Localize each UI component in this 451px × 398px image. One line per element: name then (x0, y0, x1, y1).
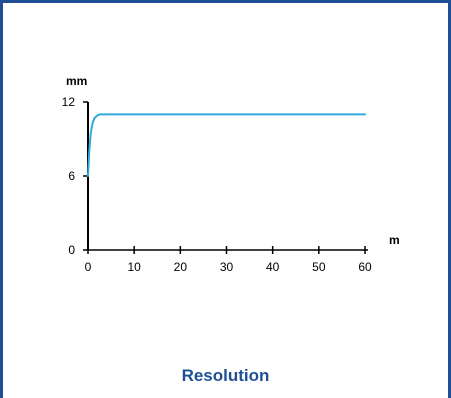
x-tick-label: 0 (85, 260, 92, 274)
x-axis-label: m (389, 233, 400, 247)
chart-caption: Resolution (181, 366, 270, 385)
x-tick-label: 50 (312, 260, 326, 274)
chart-series (87, 113, 366, 177)
y-axis-label: mm (66, 74, 87, 88)
x-tick-label: 10 (127, 260, 141, 274)
x-tick-label: 20 (174, 260, 188, 274)
x-tick-label: 60 (358, 260, 372, 274)
chart-axes (83, 101, 368, 254)
y-tick-label: 12 (62, 95, 76, 109)
x-tick-label: 40 (266, 260, 280, 274)
y-tick-label: 6 (68, 169, 75, 183)
x-tick-label: 30 (220, 260, 234, 274)
series-line-0 (87, 113, 366, 177)
y-tick-label: 0 (68, 243, 75, 257)
frame-corner-mark (0, 392, 3, 398)
